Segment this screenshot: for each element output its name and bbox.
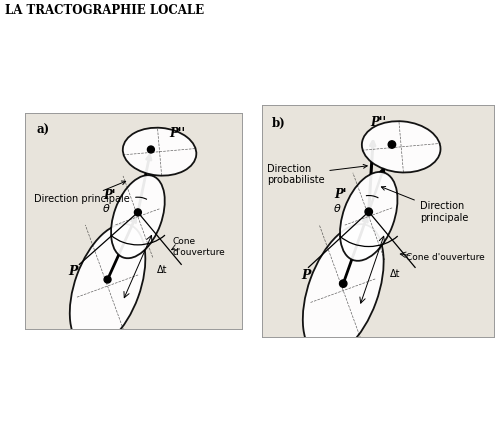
Text: P': P' xyxy=(103,189,116,203)
Text: Δt: Δt xyxy=(157,265,168,275)
Ellipse shape xyxy=(70,224,145,348)
Text: Δt: Δt xyxy=(390,269,400,279)
Text: b): b) xyxy=(271,117,285,130)
Ellipse shape xyxy=(340,172,398,261)
Text: Direction
probabiliste: Direction probabiliste xyxy=(267,164,367,186)
Text: θ: θ xyxy=(103,204,110,214)
Ellipse shape xyxy=(362,121,440,173)
Text: Cone d'ouverture: Cone d'ouverture xyxy=(406,253,484,262)
Text: LA TRACTOGRAPHIE LOCALE: LA TRACTOGRAPHIE LOCALE xyxy=(5,4,204,17)
Text: P: P xyxy=(301,269,311,282)
Text: Direction
principale: Direction principale xyxy=(382,187,468,223)
Circle shape xyxy=(388,141,396,148)
Ellipse shape xyxy=(123,128,197,176)
Text: a): a) xyxy=(36,123,49,136)
Circle shape xyxy=(104,276,111,283)
Circle shape xyxy=(365,208,372,216)
Text: P: P xyxy=(68,265,78,278)
Text: P'': P'' xyxy=(370,116,386,129)
Text: Direction principale: Direction principale xyxy=(34,181,130,204)
Circle shape xyxy=(135,209,141,216)
Circle shape xyxy=(340,280,347,287)
Text: P': P' xyxy=(335,188,347,201)
Text: P'': P'' xyxy=(169,126,185,139)
Ellipse shape xyxy=(303,224,384,357)
Ellipse shape xyxy=(111,175,165,258)
Text: Cone
d'ouverture: Cone d'ouverture xyxy=(172,237,225,257)
Circle shape xyxy=(148,146,154,153)
Text: θ: θ xyxy=(334,204,341,214)
